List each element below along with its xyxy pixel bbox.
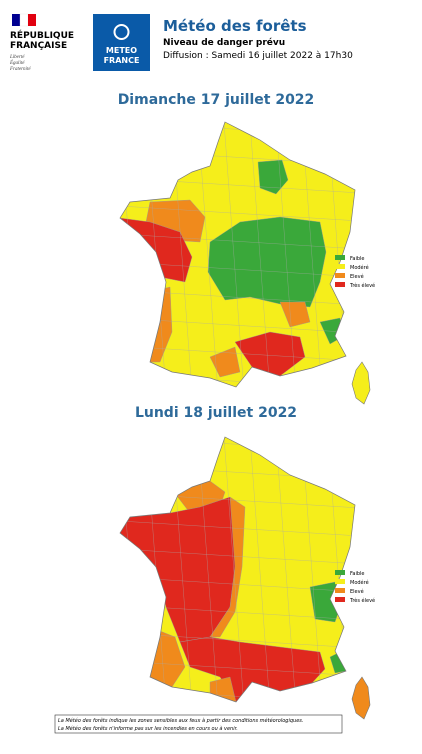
logo-box xyxy=(93,14,150,71)
logo-icon xyxy=(113,24,130,40)
motto: Égalité xyxy=(9,60,25,66)
outline xyxy=(119,121,356,388)
border xyxy=(249,437,271,702)
border xyxy=(301,122,323,387)
map xyxy=(119,436,371,720)
outline xyxy=(119,436,356,703)
diffusion: Diffusion : Samedi 16 juillet 2022 à 17h… xyxy=(163,51,353,61)
border xyxy=(120,205,355,222)
border xyxy=(249,122,271,387)
border xyxy=(120,520,355,537)
map-title: Lundi 18 juillet 2022 xyxy=(135,405,297,421)
legend-swatch xyxy=(335,273,345,278)
legend-swatch xyxy=(335,282,345,287)
border xyxy=(301,437,323,702)
logo-text: METEO xyxy=(106,46,137,55)
footer-note: La Météo des forêts indique les zones se… xyxy=(58,717,303,724)
border xyxy=(120,660,355,677)
border xyxy=(120,548,355,565)
map xyxy=(119,121,371,405)
danger-zone xyxy=(279,301,311,328)
motto: Liberté xyxy=(9,55,25,60)
danger-zone xyxy=(207,216,327,308)
legend-label: Elevé xyxy=(350,588,364,595)
footer-note: La Météo des forêts n'informe pas sur le… xyxy=(58,725,238,732)
border xyxy=(120,437,141,702)
republique: FRANÇAISE xyxy=(10,41,67,51)
border xyxy=(275,122,297,387)
legend-label: Elevé xyxy=(350,273,364,280)
legend-label: Faible xyxy=(350,571,365,577)
legend-swatch xyxy=(335,264,345,269)
legend-swatch xyxy=(335,579,345,584)
subtitle: Niveau de danger prévu xyxy=(163,37,285,48)
border xyxy=(120,345,355,362)
legend-swatch xyxy=(335,255,345,260)
republique: RÉPUBLIQUE xyxy=(10,29,74,41)
legend-label: Très élevé xyxy=(349,597,375,604)
border xyxy=(120,122,141,387)
corsica xyxy=(351,676,371,720)
border xyxy=(223,437,245,702)
map-title: Dimanche 17 juillet 2022 xyxy=(118,92,315,108)
border xyxy=(120,233,355,250)
legend-label: Modéré xyxy=(350,579,369,586)
logo-text: FRANCE xyxy=(104,56,140,65)
motto: Fraternité xyxy=(9,67,31,72)
title: Météo des forêts xyxy=(163,17,307,35)
legend-label: Très élevé xyxy=(349,282,375,289)
border xyxy=(275,437,297,702)
legend-swatch xyxy=(335,570,345,575)
border xyxy=(223,122,245,387)
corsica xyxy=(351,361,371,405)
footer-box xyxy=(54,714,343,734)
legend-swatch xyxy=(335,597,345,602)
danger-zone xyxy=(209,346,241,378)
danger-zone xyxy=(257,159,289,195)
legend-label: Faible xyxy=(350,256,365,262)
legend-label: Modéré xyxy=(350,264,369,271)
flag xyxy=(12,13,36,27)
legend-swatch xyxy=(335,588,345,593)
